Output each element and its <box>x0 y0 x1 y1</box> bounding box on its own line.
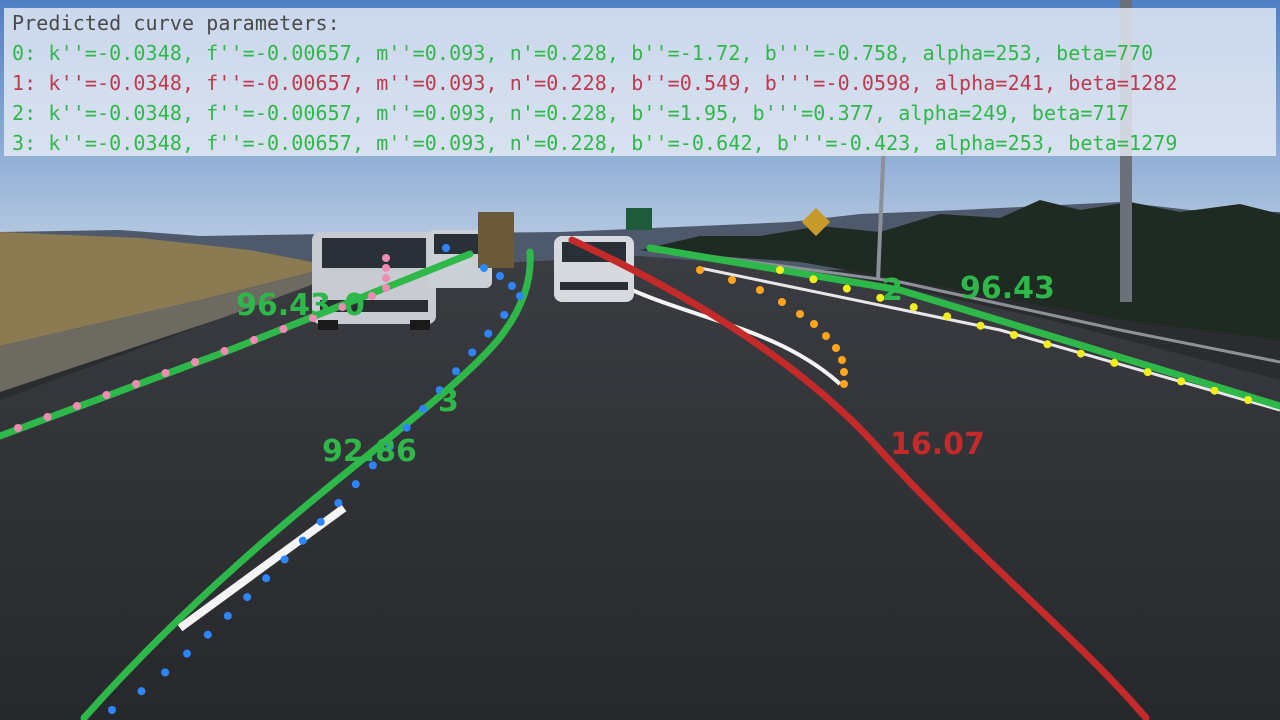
pink-point <box>382 274 390 282</box>
blue-point <box>500 310 509 319</box>
vehicle-suv-left <box>312 232 436 330</box>
pink-point <box>191 358 199 366</box>
lane-3-score: 92.86 <box>322 434 417 469</box>
orange-point <box>822 332 830 340</box>
truck-far <box>478 212 514 268</box>
orange-point <box>778 298 786 306</box>
yellow-point <box>976 321 985 330</box>
pink-point <box>382 284 390 292</box>
blue-point <box>402 423 411 432</box>
panel-title: Predicted curve parameters: <box>12 11 340 35</box>
yellow-point <box>876 293 885 302</box>
lane-marking-right <box>699 266 1280 412</box>
blue-point <box>203 630 212 639</box>
blue-point <box>183 649 192 658</box>
pink-point <box>368 292 376 300</box>
pink-point <box>102 391 111 399</box>
curve-parameters-panel: Predicted curve parameters: 0: k''=-0.03… <box>4 8 1276 156</box>
curve-0-params: 0: k''=-0.0348, f''=-0.00657, m''=0.093,… <box>12 41 1154 65</box>
lane-2-id: 2 <box>882 273 903 308</box>
orange-point <box>810 320 818 328</box>
vehicle-sedan-center <box>554 236 634 302</box>
yellow-point <box>1010 331 1018 339</box>
predicted-curves <box>0 236 1280 720</box>
pink-point <box>161 369 170 377</box>
orange-point <box>832 344 840 352</box>
lane-0-id: 0 <box>344 288 365 323</box>
lane-3-id: 3 <box>438 384 459 419</box>
gravel-shoulder-left <box>0 272 330 392</box>
yellow-point <box>1210 386 1219 395</box>
pink-point <box>338 303 347 311</box>
blue-point <box>262 574 271 583</box>
blue-point <box>280 555 289 564</box>
pink-point <box>250 336 258 344</box>
blue-point <box>161 668 170 677</box>
orange-point <box>696 266 704 274</box>
blue-point <box>480 264 488 272</box>
blue-point <box>316 517 325 526</box>
pink-point <box>43 413 52 421</box>
orange-point <box>756 286 764 294</box>
curve-2-params: 2: k''=-0.0348, f''=-0.00657, m''=0.093,… <box>12 101 1129 125</box>
orange-point <box>840 368 848 376</box>
lane-1-curve <box>568 236 1150 720</box>
pink-point <box>220 347 229 355</box>
yellow-point <box>1177 377 1186 386</box>
pink-point <box>309 314 317 322</box>
blue-point <box>508 282 516 290</box>
curve-1-params: 1: k''=-0.0348, f''=-0.00657, m''=0.093,… <box>12 71 1178 95</box>
orange-point <box>840 380 848 388</box>
road-sign <box>626 208 652 230</box>
yellow-point <box>1110 358 1119 367</box>
blue-point <box>368 461 377 470</box>
blue-point <box>351 480 360 489</box>
yellow-point <box>776 266 784 274</box>
blue-point <box>108 706 116 714</box>
orange-point <box>838 356 846 364</box>
yellow-point <box>1043 340 1052 349</box>
blue-point <box>468 348 477 357</box>
guard-rail-right <box>649 246 1280 364</box>
yellow-point <box>1244 396 1252 404</box>
lane-marking-left <box>177 504 347 632</box>
lane-2-score: 96.43 <box>960 271 1055 306</box>
warning-sign <box>801 207 831 237</box>
blue-point <box>419 404 428 413</box>
blue-point <box>484 329 493 338</box>
orange-point <box>728 276 736 284</box>
blue-point <box>442 244 450 252</box>
blue-point <box>385 442 394 451</box>
blue-point <box>137 687 146 696</box>
yellow-point <box>909 303 918 312</box>
blue-point <box>435 386 444 395</box>
blue-point <box>243 593 252 602</box>
lane-2-curve <box>646 244 1280 410</box>
yellow-point <box>809 275 818 284</box>
pink-point <box>382 254 390 262</box>
pink-point <box>14 424 22 432</box>
pink-point <box>382 264 390 272</box>
road <box>0 256 1280 720</box>
yellow-point <box>842 284 851 293</box>
yellow-point <box>943 312 952 321</box>
orange-point <box>796 310 804 318</box>
lane-0-score: 96.43 <box>236 288 331 323</box>
blue-point <box>298 536 307 545</box>
lane-1-score: 16.07 <box>890 427 985 462</box>
pink-point <box>73 402 81 410</box>
blue-point <box>496 272 504 280</box>
curve-3-params: 3: k''=-0.0348, f''=-0.00657, m''=0.093,… <box>12 131 1178 155</box>
ground-truth-points <box>14 244 1252 714</box>
yellow-point <box>1076 349 1085 358</box>
blue-point <box>452 367 461 376</box>
lane-labels: 96.43 0 92.86 3 16.07 2 96.43 <box>236 271 1055 469</box>
pink-point <box>132 380 140 388</box>
grass-field-left <box>0 232 312 346</box>
blue-point <box>223 611 232 620</box>
yellow-point <box>1143 368 1152 377</box>
blue-point <box>334 499 343 507</box>
blue-point <box>516 292 524 300</box>
pink-point <box>279 325 288 333</box>
